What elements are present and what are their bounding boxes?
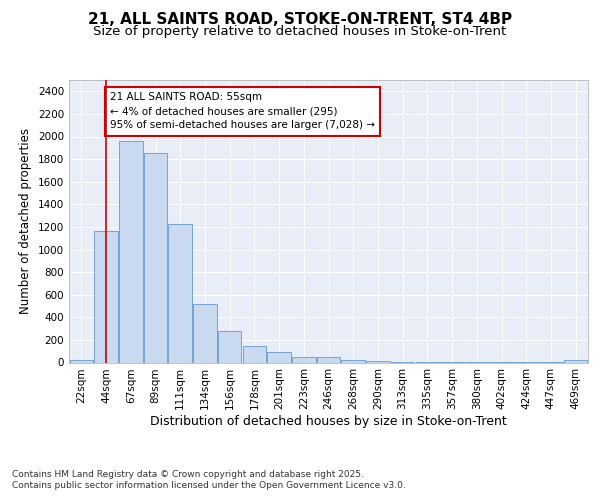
Bar (317, 358, 340, 362)
Text: Contains public sector information licensed under the Open Government Licence v3: Contains public sector information licen… (12, 481, 406, 490)
Text: 21, ALL SAINTS ROAD, STOKE-ON-TRENT, ST4 4BP: 21, ALL SAINTS ROAD, STOKE-ON-TRENT, ST4… (88, 12, 512, 28)
X-axis label: Distribution of detached houses by size in Stoke-on-Trent: Distribution of detached houses by size … (150, 415, 507, 428)
Y-axis label: Number of detached properties: Number of detached properties (19, 128, 32, 314)
Bar (564, 360, 587, 362)
Bar (292, 358, 316, 362)
Text: Size of property relative to detached houses in Stoke-on-Trent: Size of property relative to detached ho… (94, 25, 506, 38)
Bar (144, 153, 167, 362)
Bar (341, 360, 365, 362)
Bar (193, 304, 217, 362)
Bar (366, 361, 389, 362)
Bar (169, 224, 192, 362)
Text: 21 ALL SAINTS ROAD: 55sqm
← 4% of detached houses are smaller (295)
95% of semi-: 21 ALL SAINTS ROAD: 55sqm ← 4% of detach… (110, 92, 375, 130)
Bar (242, 346, 266, 362)
Bar (70, 360, 93, 362)
Bar (119, 141, 143, 362)
Text: Contains HM Land Registry data © Crown copyright and database right 2025.: Contains HM Land Registry data © Crown c… (12, 470, 364, 479)
Bar (94, 232, 118, 362)
Bar (218, 332, 241, 362)
Bar (268, 352, 291, 362)
